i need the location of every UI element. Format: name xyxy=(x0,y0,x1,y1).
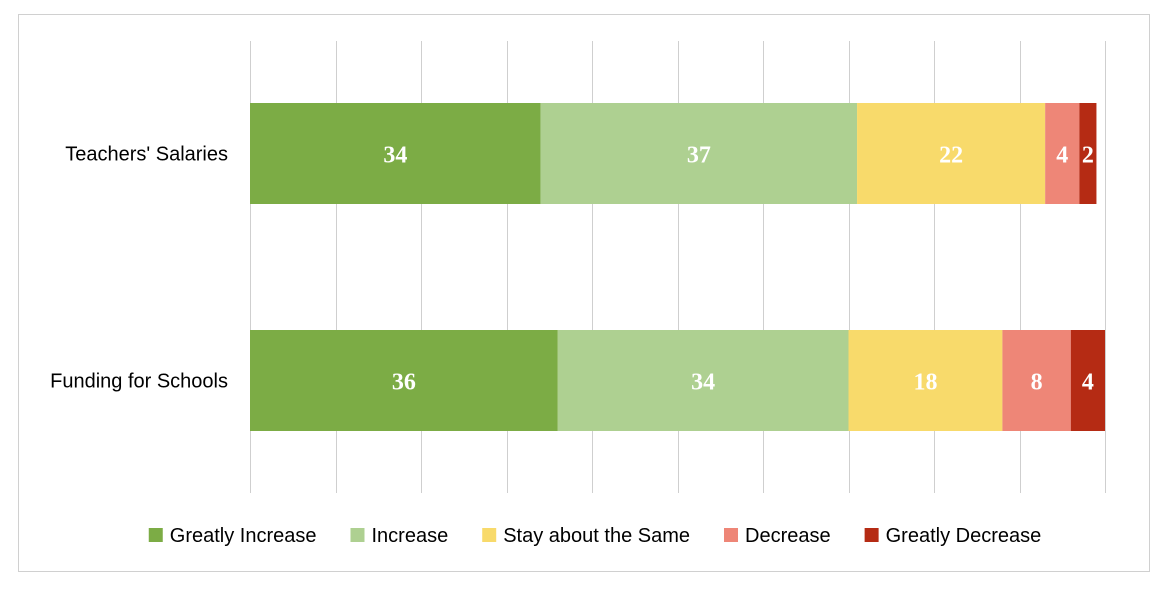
data-label: 22 xyxy=(939,143,963,169)
bar-segment xyxy=(557,330,849,431)
category-label: Funding for Schools xyxy=(50,371,228,393)
legend-label: Stay about the Same xyxy=(503,525,690,547)
chart-frame: Teachers' Salaries Funding for Schools 34… xyxy=(18,14,1150,572)
bar-segment xyxy=(1070,330,1105,431)
bar-segment xyxy=(857,103,1046,204)
bar-segment xyxy=(540,103,858,204)
legend-swatch xyxy=(482,528,497,542)
bar-segment xyxy=(250,330,558,431)
data-labels: 34 37 22 4 236 34 18 8 4 xyxy=(383,143,1094,396)
data-label: 36 xyxy=(392,370,416,396)
legend-item: Increase xyxy=(350,525,448,547)
bar-segments xyxy=(250,103,1105,431)
data-label: 18 xyxy=(913,370,937,396)
category-labels: Teachers' Salaries Funding for Schools xyxy=(50,144,228,393)
legend-item: Greatly Increase xyxy=(148,525,317,547)
bar-segment xyxy=(1079,103,1097,204)
legend-item: Stay about the Same xyxy=(482,525,690,547)
legend-swatch xyxy=(350,528,365,542)
data-label: 4 xyxy=(1056,143,1068,169)
data-label: 37 xyxy=(687,143,711,169)
data-label: 4 xyxy=(1082,370,1094,396)
legend-label: Decrease xyxy=(745,525,831,547)
bar-segment xyxy=(848,330,1003,431)
bar-segment xyxy=(1002,330,1071,431)
legend-swatch xyxy=(148,528,163,542)
legend: Greatly Increase Increase Stay about the S… xyxy=(148,525,1042,547)
data-label: 34 xyxy=(383,143,407,169)
legend-label: Greatly Increase xyxy=(170,525,317,547)
data-label: 8 xyxy=(1031,370,1043,396)
legend-item: Decrease xyxy=(724,525,831,547)
legend-label: Greatly Decrease xyxy=(886,525,1042,547)
legend-item: Greatly Decrease xyxy=(864,525,1042,547)
stacked-bar-chart: Teachers' Salaries Funding for Schools 34… xyxy=(50,41,1106,547)
legend-swatch xyxy=(864,528,879,542)
bar-segment xyxy=(250,103,541,204)
bar-segment xyxy=(1045,103,1080,204)
data-label: 2 xyxy=(1082,143,1094,169)
legend-swatch xyxy=(724,528,739,542)
data-label: 34 xyxy=(691,370,715,396)
category-label: Teachers' Salaries xyxy=(65,144,228,166)
legend-label: Increase xyxy=(371,525,448,547)
